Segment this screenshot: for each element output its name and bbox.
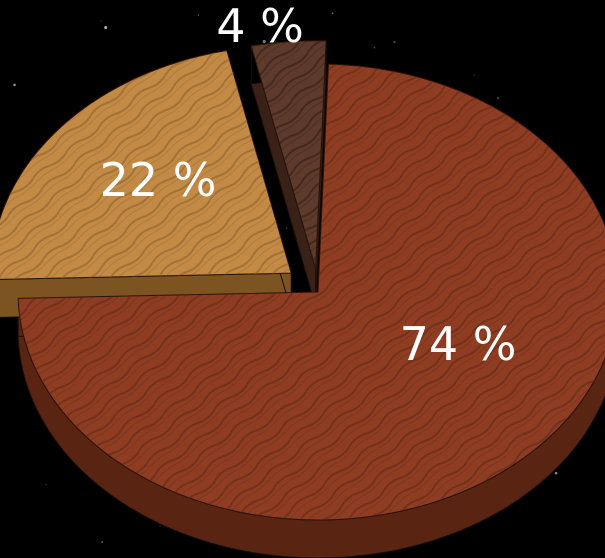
star-dot	[295, 27, 298, 30]
star-dot	[286, 227, 288, 229]
pie-slice-label: 22 %	[100, 153, 217, 207]
star-dot	[101, 541, 104, 544]
star-dot	[393, 41, 396, 44]
star-dot	[104, 25, 108, 30]
star-dot	[159, 525, 161, 527]
star-dot	[473, 74, 475, 76]
star-dot	[45, 484, 47, 486]
pie-slice-grain-74	[18, 64, 605, 520]
star-dot	[331, 12, 334, 15]
star-dot	[197, 14, 199, 16]
star-dot	[373, 46, 376, 49]
star-dot	[13, 83, 16, 87]
star-dot	[100, 20, 102, 22]
pie-data-labels: 74 % 22 % 4 %	[100, 0, 517, 371]
pie-slice-grain-22	[0, 50, 292, 280]
star-dot	[497, 97, 499, 99]
star-dot	[262, 39, 266, 44]
pie-slice-grain-4	[251, 40, 327, 269]
star-dot	[554, 471, 558, 475]
pie-slice-tops	[0, 40, 605, 521]
pie-slice-label: 4 %	[216, 0, 304, 53]
pie-slice-label: 74 %	[400, 317, 517, 371]
